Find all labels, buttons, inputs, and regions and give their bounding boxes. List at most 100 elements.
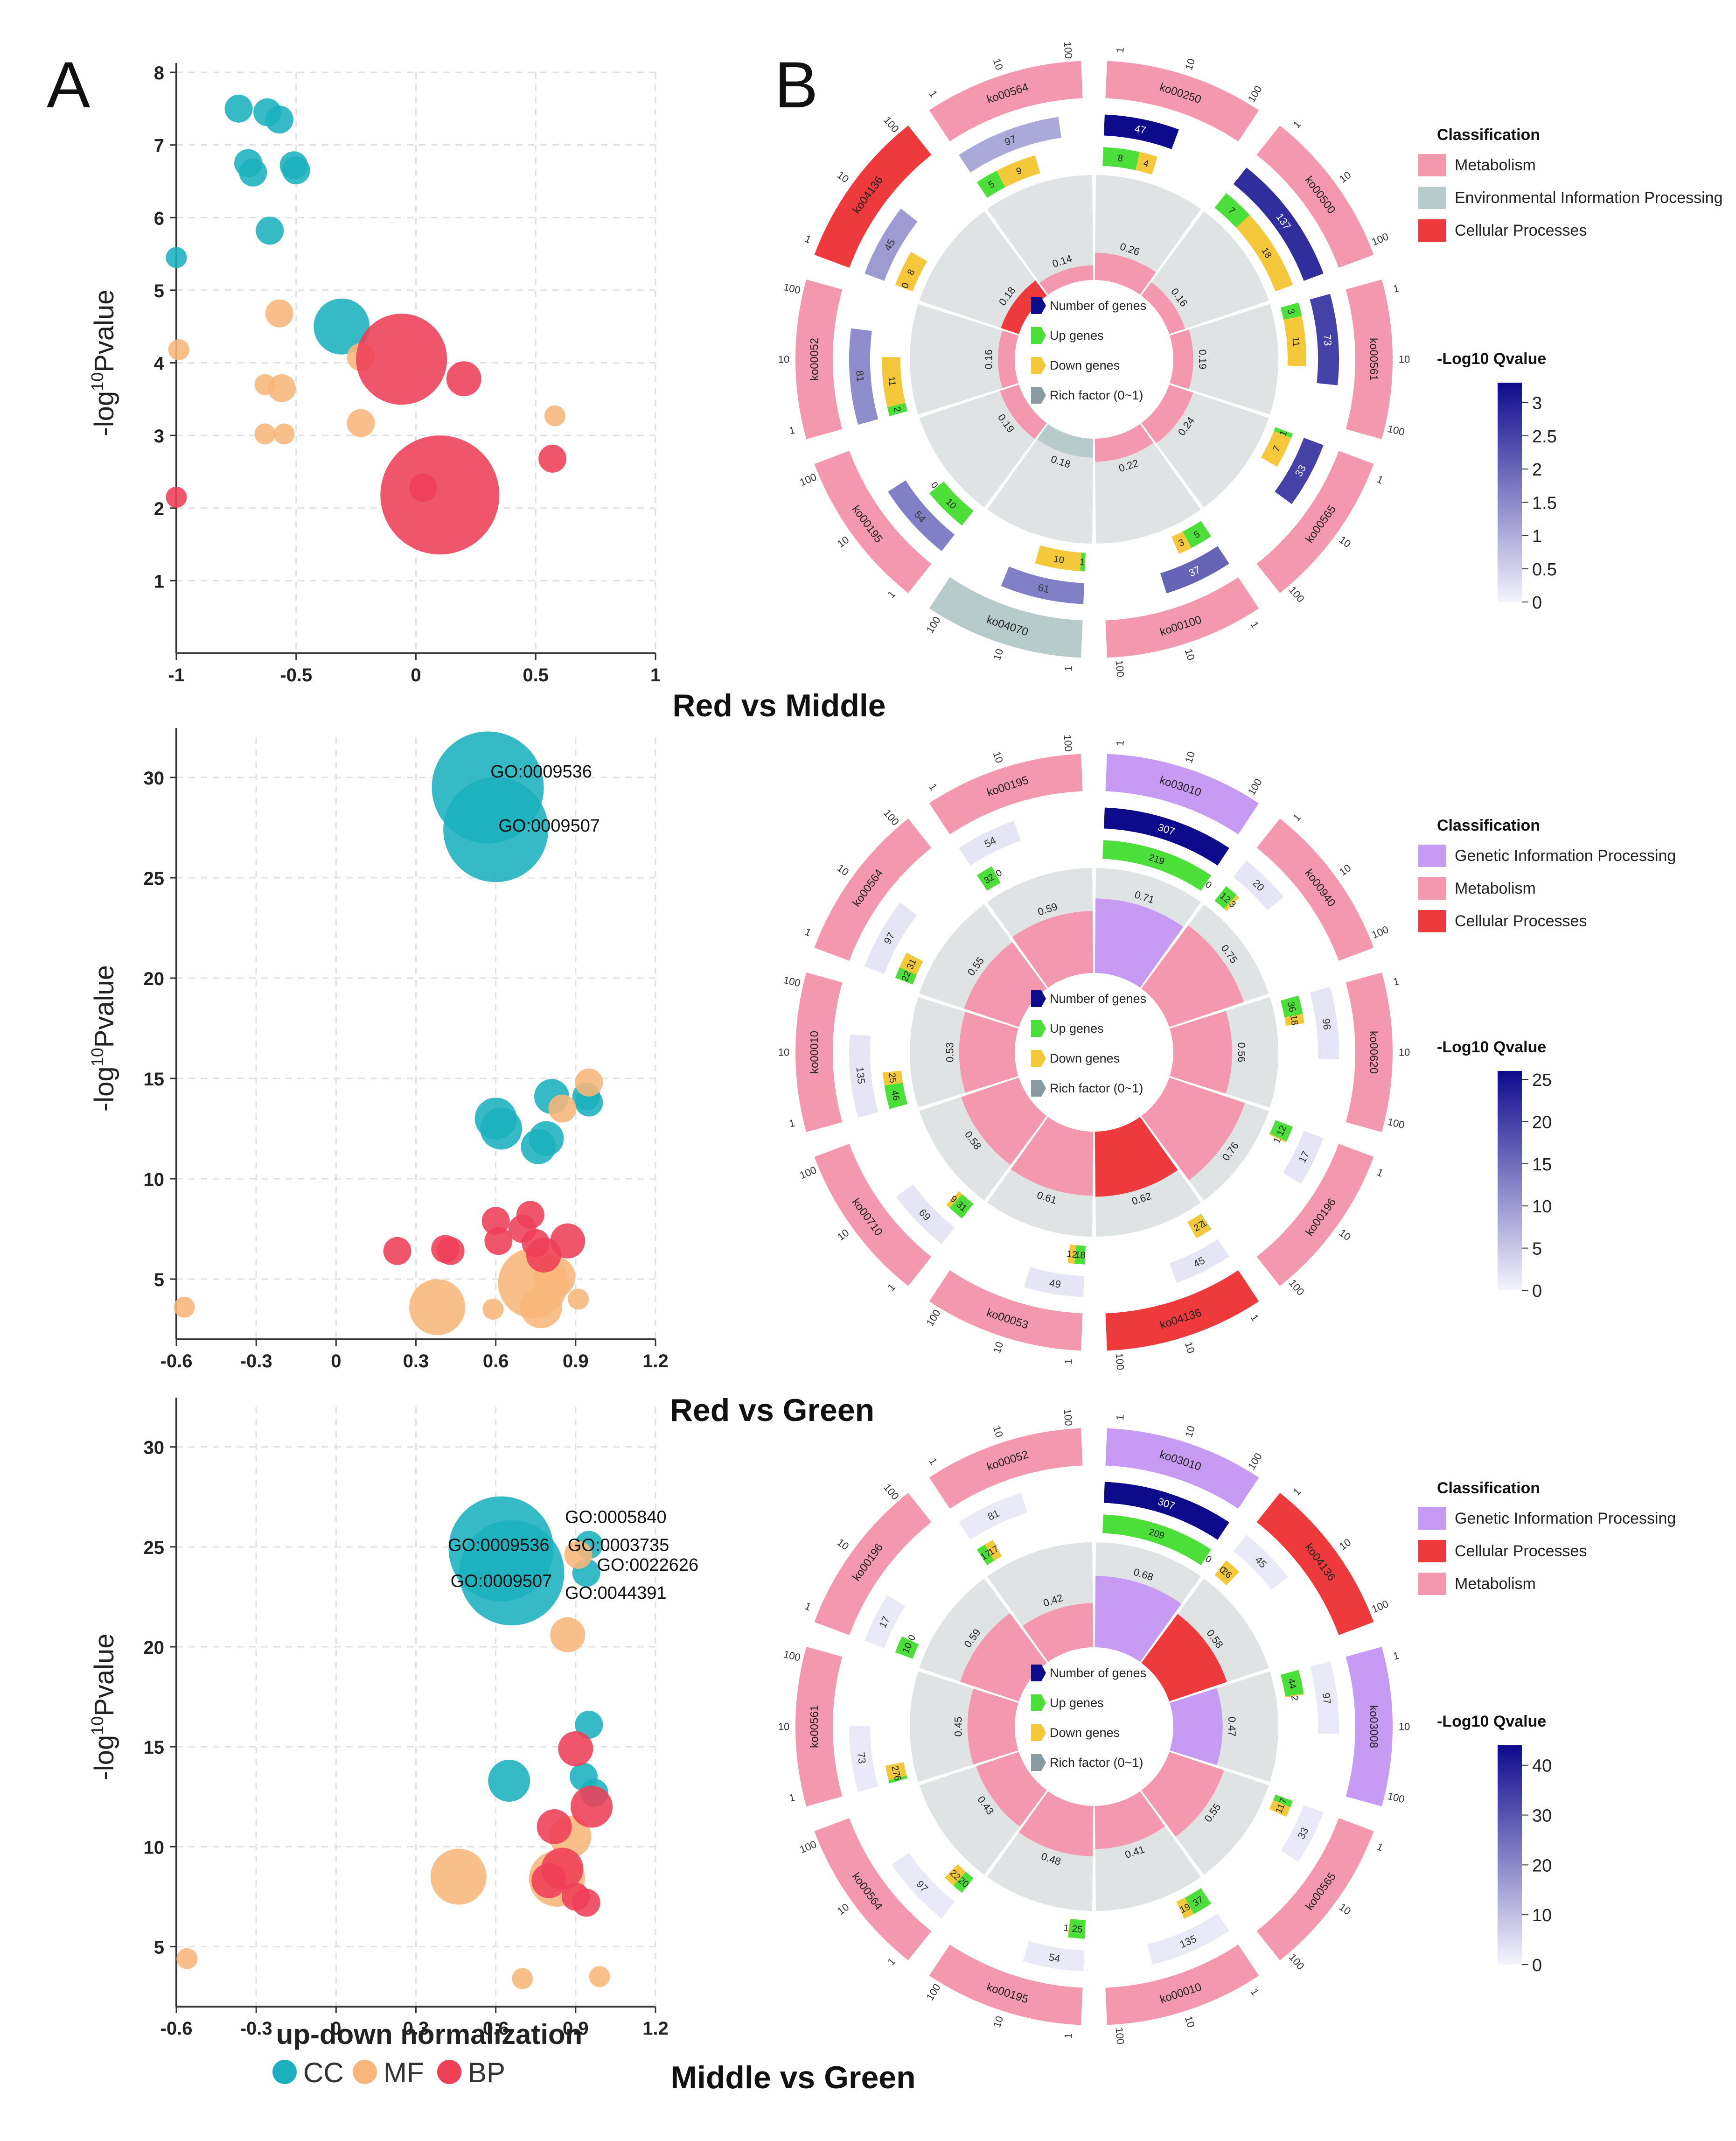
point-annotation: GO:0009507 xyxy=(451,1572,552,1591)
scatter-point-mf xyxy=(409,1279,466,1336)
gene-count-bar xyxy=(1233,168,1324,281)
rich-factor-bar xyxy=(1018,1791,1094,1856)
qvalue-tick-label: 0 xyxy=(1532,1281,1542,1301)
center-legend-label: Up genes xyxy=(1050,1696,1104,1710)
scatter-point-cc xyxy=(282,156,310,185)
rich-factor-label: 0.47 xyxy=(1226,1717,1238,1737)
classification-label: Metabolism xyxy=(1455,1575,1536,1593)
up-genes-bar xyxy=(895,1636,919,1659)
y-tick-label: 5 xyxy=(154,1270,164,1290)
qvalue-tick-label: 25 xyxy=(1532,1070,1552,1090)
term-class-segment xyxy=(814,819,932,961)
scatter-point-mf xyxy=(512,1968,533,1989)
rich-factor-background xyxy=(1170,304,1278,415)
gene-count-bar xyxy=(865,1595,906,1648)
gene-count-bar xyxy=(1160,546,1229,594)
term-class-segment xyxy=(929,1428,1083,1509)
rich-factor-bar xyxy=(1141,1752,1224,1837)
term-class-segment xyxy=(929,61,1083,142)
classification-label: Metabolism xyxy=(1455,880,1536,897)
gene-count-label: 135 xyxy=(854,1066,867,1084)
qvalue-tick-label: 5 xyxy=(1532,1239,1542,1259)
classification-swatch xyxy=(1418,877,1446,900)
scale-tick-label: 10 xyxy=(1183,1424,1197,1439)
rich-factor-label: 0.45 xyxy=(952,1717,964,1737)
down-genes-label: 18 xyxy=(1288,1014,1300,1026)
scale-tick-label: 1 xyxy=(1375,1840,1385,1854)
gene-count-label: 61 xyxy=(1037,581,1050,595)
y-tick-label: 10 xyxy=(144,1169,165,1190)
scale-tick-label: 10 xyxy=(1183,2015,1197,2029)
scale-tick-label: 1 xyxy=(1114,47,1126,53)
scatter-point-bp xyxy=(484,1227,513,1255)
scale-tick-label: 1 xyxy=(1290,1486,1303,1498)
scatter-point-bp xyxy=(572,1889,600,1917)
scale-tick-label: 100 xyxy=(1387,423,1406,438)
scatter-point-cc xyxy=(265,105,293,134)
y-tick-label: 8 xyxy=(154,63,164,84)
center-legend-marker xyxy=(1031,327,1046,344)
term-class-segment xyxy=(929,1944,1083,2025)
scale-tick-label: 1 xyxy=(1248,1987,1262,1997)
gene-count-bar xyxy=(1103,807,1229,866)
up-genes-bar xyxy=(1214,886,1237,909)
scale-tick-label: 10 xyxy=(1337,862,1353,878)
term-class-segment xyxy=(814,1818,932,1960)
gene-count-bar xyxy=(865,902,917,974)
scale-tick-label: 10 xyxy=(778,354,789,365)
y-axis-title-superscript: 10 xyxy=(88,372,107,391)
x-tick-label: -0.5 xyxy=(280,665,312,686)
classification-title: Classification xyxy=(1437,126,1540,144)
gene-count-bar xyxy=(1310,1661,1339,1734)
scale-tick-label: 10 xyxy=(991,750,1005,764)
rich-factor-bar xyxy=(1141,1077,1245,1180)
rich-factor-bar xyxy=(967,1688,1018,1765)
gene-count-label: 81 xyxy=(854,370,866,382)
scale-tick-label: 100 xyxy=(782,974,802,989)
center-legend-marker xyxy=(1031,1080,1046,1097)
scale-tick-label: 100 xyxy=(1246,84,1264,104)
y-tick-label: 6 xyxy=(154,208,164,229)
scale-tick-label: 100 xyxy=(924,1308,942,1328)
qvalue-tick-label: 0 xyxy=(1532,1956,1542,1975)
scatter-point-mf xyxy=(168,339,189,360)
scatter-point-bp xyxy=(537,1809,572,1844)
scale-tick-label: 1 xyxy=(1290,812,1303,824)
down-genes-bar xyxy=(895,252,927,292)
down-genes-bar xyxy=(1214,1560,1240,1586)
rich-factor-label: 0.56 xyxy=(1235,1043,1247,1063)
scale-tick-label: 1 xyxy=(1375,473,1385,486)
gene-count-bar xyxy=(1103,1482,1229,1540)
x-tick-label: 1.2 xyxy=(642,1351,669,1371)
classification-label: Cellular Processes xyxy=(1455,912,1587,930)
rich-factor-bar xyxy=(1141,1614,1227,1701)
point-annotation: GO:0009536 xyxy=(490,762,592,782)
scale-tick-label: 10 xyxy=(1337,1901,1353,1917)
scatter-point-mf xyxy=(265,299,293,328)
center-legend-marker xyxy=(1031,1694,1046,1711)
scatter-point-bp xyxy=(571,1785,613,1828)
rich-factor-bar xyxy=(1170,329,1193,389)
rich-factor-background xyxy=(987,175,1094,295)
y-axis-title-suffix: Pvalue xyxy=(89,289,119,372)
up-genes-label: 44 xyxy=(1286,1678,1298,1690)
scale-tick-label: 100 xyxy=(881,807,901,828)
qvalue-tick-label: 1.5 xyxy=(1532,493,1557,513)
x-tick-label: 0.5 xyxy=(523,665,549,686)
classification-swatch xyxy=(1418,910,1446,932)
scatter-point-cc xyxy=(488,1759,530,1802)
scale-tick-label: 10 xyxy=(1183,750,1197,764)
scale-tick-label: 1 xyxy=(927,89,940,99)
term-class-segment xyxy=(1256,1493,1374,1635)
down-genes-bar xyxy=(882,357,906,407)
term-class-segment xyxy=(1105,61,1259,142)
qvalue-title: -Log10 Qvalue xyxy=(1437,1713,1546,1730)
scale-tick-label: 1 xyxy=(1062,2033,1074,2039)
gene-count-bar xyxy=(1024,1267,1085,1297)
x-tick-label: 0.9 xyxy=(563,1351,589,1371)
up-genes-bar xyxy=(1102,840,1212,891)
qvalue-tick-label: 2.5 xyxy=(1532,427,1557,447)
qvalue-title: -Log10 Qvalue xyxy=(1437,350,1546,368)
up-genes-bar xyxy=(1280,302,1302,320)
scale-tick-label: 100 xyxy=(798,1838,818,1855)
